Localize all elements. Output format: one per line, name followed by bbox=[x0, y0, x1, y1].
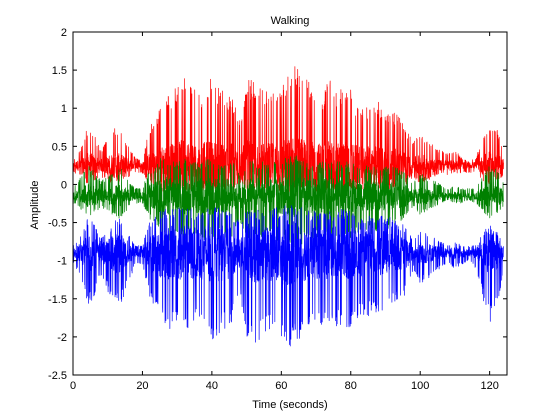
y-tick-label: -2 bbox=[57, 332, 67, 344]
y-tick-label: -1 bbox=[57, 256, 67, 268]
x-tick-label: 20 bbox=[136, 380, 148, 392]
y-tick-label: -0.5 bbox=[48, 218, 67, 230]
y-tick-label: -1.5 bbox=[48, 294, 67, 306]
y-tick-label: 0 bbox=[61, 179, 67, 191]
x-tick-label: 60 bbox=[275, 380, 287, 392]
y-tick-label: 1.5 bbox=[52, 65, 67, 77]
x-tick-label: 100 bbox=[411, 380, 429, 392]
chart-title: Walking bbox=[271, 15, 310, 27]
y-tick-label: 0.5 bbox=[52, 141, 67, 153]
y-tick-label: 1 bbox=[61, 103, 67, 115]
x-tick-label: 80 bbox=[345, 380, 357, 392]
y-tick-label: -2.5 bbox=[48, 370, 67, 382]
x-tick-label: 120 bbox=[480, 380, 498, 392]
y-axis-label: Amplitude bbox=[29, 181, 41, 230]
y-tick-label: 2 bbox=[61, 27, 67, 39]
x-tick-label: 40 bbox=[206, 380, 218, 392]
x-tick-label: 0 bbox=[70, 380, 76, 392]
x-axis-label: Time (seconds) bbox=[252, 399, 327, 411]
